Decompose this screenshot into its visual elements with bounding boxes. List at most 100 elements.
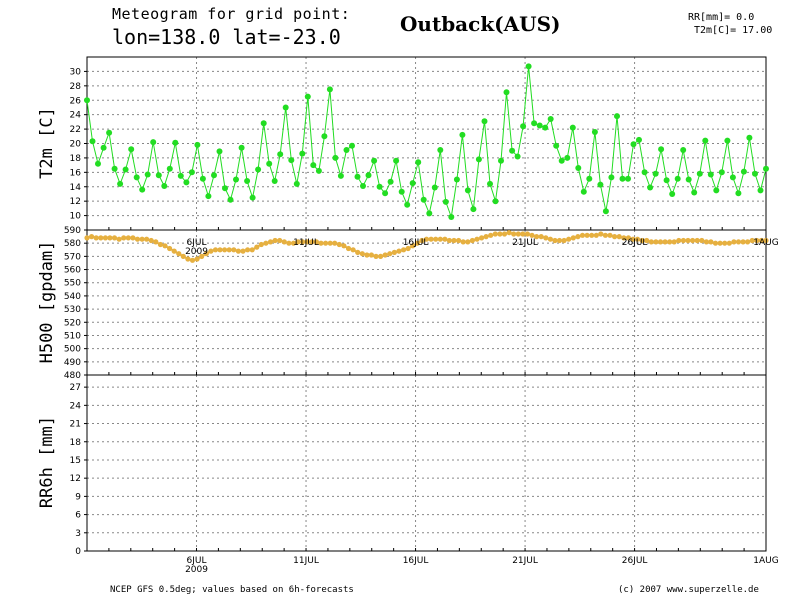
data-point	[708, 239, 714, 245]
data-point	[166, 165, 173, 172]
x-tick-label: 26JUL	[622, 556, 648, 566]
y-tick-label: 15	[70, 456, 81, 466]
data-point	[652, 170, 659, 177]
data-point	[492, 198, 499, 205]
data-point	[409, 180, 416, 187]
data-point	[451, 237, 457, 244]
x-year-label: 2009	[185, 247, 208, 257]
data-point	[271, 178, 278, 184]
data-point	[763, 165, 769, 172]
y-tick-label: 30	[70, 67, 82, 77]
data-point	[183, 179, 190, 186]
data-point	[735, 190, 742, 197]
data-point	[754, 237, 760, 244]
x-tick-label: 6JUL	[187, 556, 207, 566]
data-point	[479, 235, 485, 241]
data-point	[589, 232, 595, 238]
data-point	[323, 240, 329, 246]
data-point	[89, 234, 95, 240]
x-tick-label: 16JUL	[403, 556, 429, 566]
y-tick-label: 6	[75, 511, 81, 521]
data-point	[497, 231, 503, 237]
data-point	[365, 172, 372, 179]
data-point	[757, 187, 764, 194]
data-point	[680, 237, 687, 244]
data-point	[139, 236, 145, 242]
data-point	[612, 234, 618, 240]
data-point	[245, 247, 251, 253]
y-tick-label: 480	[64, 371, 81, 381]
data-point	[547, 236, 554, 242]
data-point	[282, 104, 289, 111]
data-point	[597, 181, 604, 188]
data-point	[667, 239, 673, 245]
data-point	[153, 239, 159, 245]
y-axis-label: H500 [gpdam]	[37, 241, 57, 364]
data-point	[382, 190, 389, 197]
data-point	[460, 239, 466, 245]
data-point	[722, 240, 728, 246]
y-tick-label: 16	[70, 168, 82, 178]
data-point	[349, 142, 355, 149]
data-point	[359, 251, 365, 257]
data-point	[258, 241, 264, 248]
data-point	[536, 122, 543, 129]
data-point	[122, 166, 129, 173]
data-point	[217, 247, 223, 253]
data-point	[116, 236, 122, 242]
data-point	[696, 170, 703, 177]
data-point	[542, 124, 549, 131]
data-point	[525, 63, 532, 70]
data-point	[327, 240, 333, 246]
data-point	[111, 235, 118, 241]
data-point	[653, 239, 659, 245]
data-point	[354, 173, 361, 180]
y-tick-label: 540	[64, 292, 81, 302]
data-point	[84, 235, 90, 241]
data-point	[745, 239, 751, 245]
data-point	[553, 142, 560, 149]
data-point	[459, 131, 466, 138]
data-point	[150, 139, 157, 146]
data-point	[263, 240, 269, 246]
x-tick-label: 26JUL	[622, 238, 648, 248]
data-point	[336, 241, 342, 248]
data-point	[586, 175, 593, 182]
data-point	[100, 144, 107, 151]
data-point	[593, 232, 599, 238]
data-point	[685, 237, 691, 244]
data-point	[498, 157, 504, 164]
data-point	[529, 232, 535, 238]
data-point	[244, 178, 251, 184]
data-point	[680, 147, 687, 153]
data-point	[180, 253, 186, 259]
data-point	[614, 113, 620, 120]
data-point	[267, 239, 274, 245]
y-tick-label: 520	[64, 318, 81, 328]
data-point	[703, 239, 710, 245]
y-tick-label: 22	[70, 125, 81, 135]
data-point	[203, 251, 209, 257]
data-point	[98, 235, 104, 241]
data-point	[446, 237, 452, 244]
data-point	[226, 247, 232, 253]
data-point	[547, 116, 554, 122]
data-point	[758, 237, 765, 244]
data-point	[469, 237, 475, 244]
data-point	[396, 248, 402, 254]
data-point	[199, 253, 205, 259]
data-point	[763, 237, 769, 244]
data-point	[481, 118, 488, 125]
data-point	[410, 243, 416, 249]
data-point	[636, 136, 642, 143]
y-tick-label: 500	[64, 345, 81, 355]
data-point	[309, 239, 315, 245]
data-point	[676, 237, 682, 244]
data-point	[293, 180, 300, 187]
data-point	[288, 157, 295, 164]
data-point	[648, 239, 654, 245]
data-point	[401, 247, 407, 253]
data-point	[621, 235, 627, 241]
data-point	[290, 240, 297, 246]
data-point	[691, 189, 698, 196]
